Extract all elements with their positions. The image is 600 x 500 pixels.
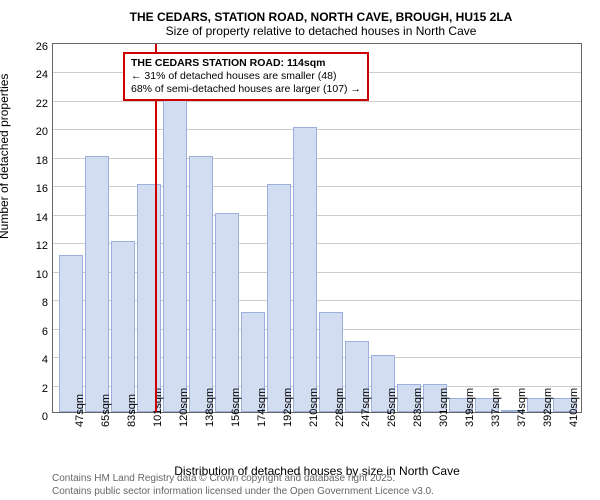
y-tick: 14 xyxy=(24,212,48,224)
x-tick: 392sqm xyxy=(542,388,554,427)
x-tick: 156sqm xyxy=(230,388,242,427)
y-tick: 16 xyxy=(24,183,48,195)
footer-line2: Contains public sector information licen… xyxy=(52,485,434,498)
x-tick: 319sqm xyxy=(464,388,476,427)
histogram-bar xyxy=(293,127,317,412)
grid-line xyxy=(53,129,581,130)
y-tick: 12 xyxy=(24,240,48,252)
chart-subtitle: Size of property relative to detached ho… xyxy=(52,24,590,38)
y-tick: 26 xyxy=(24,41,48,53)
y-tick: 8 xyxy=(24,297,48,309)
y-axis-label: Number of detached properties xyxy=(0,74,11,239)
x-tick: 337sqm xyxy=(490,388,502,427)
x-tick: 410sqm xyxy=(568,388,580,427)
chart-title: THE CEDARS, STATION ROAD, NORTH CAVE, BR… xyxy=(52,10,590,24)
x-tick: 247sqm xyxy=(360,388,372,427)
grid-line xyxy=(53,215,581,216)
grid-line xyxy=(53,186,581,187)
annotation-title: THE CEDARS STATION ROAD: 114sqm xyxy=(131,57,361,70)
y-tick: 18 xyxy=(24,155,48,167)
footer: Contains HM Land Registry data © Crown c… xyxy=(52,472,434,498)
x-tick: 192sqm xyxy=(282,388,294,427)
annotation-larger: 68% of semi-detached houses are larger (… xyxy=(131,83,361,96)
x-tick: 83sqm xyxy=(126,394,138,427)
y-tick: 20 xyxy=(24,126,48,138)
y-tick: 24 xyxy=(24,69,48,81)
y-tick: 6 xyxy=(24,326,48,338)
y-tick: 0 xyxy=(24,411,48,423)
histogram-bar xyxy=(111,241,135,412)
y-tick: 2 xyxy=(24,383,48,395)
x-tick: 101sqm xyxy=(152,388,164,427)
x-tick: 301sqm xyxy=(438,388,450,427)
grid-line xyxy=(53,158,581,159)
x-tick: 265sqm xyxy=(386,388,398,427)
plot-area: THE CEDARS STATION ROAD: 114sqm ← 31% of… xyxy=(52,43,582,413)
footer-line1: Contains HM Land Registry data © Crown c… xyxy=(52,472,434,485)
annotation-smaller: ← 31% of detached houses are smaller (48… xyxy=(131,70,361,83)
histogram-bar xyxy=(59,255,83,412)
x-tick: 228sqm xyxy=(334,388,346,427)
y-tick: 22 xyxy=(24,98,48,110)
histogram-bar xyxy=(267,184,291,412)
x-tick: 47sqm xyxy=(74,394,86,427)
x-tick: 374sqm xyxy=(516,388,528,427)
histogram-bar xyxy=(85,156,109,412)
annotation-box: THE CEDARS STATION ROAD: 114sqm ← 31% of… xyxy=(123,52,369,101)
histogram-bar xyxy=(163,99,187,412)
x-tick: 283sqm xyxy=(412,388,424,427)
x-tick: 65sqm xyxy=(100,394,112,427)
title-block: THE CEDARS, STATION ROAD, NORTH CAVE, BR… xyxy=(52,10,590,38)
histogram-bar xyxy=(137,184,161,412)
x-tick: 210sqm xyxy=(308,388,320,427)
histogram-bar xyxy=(215,213,239,412)
y-tick: 10 xyxy=(24,269,48,281)
x-tick: 120sqm xyxy=(178,388,190,427)
y-axis: 02468101214161820222426 xyxy=(24,47,52,417)
chart-container: THE CEDARS, STATION ROAD, NORTH CAVE, BR… xyxy=(0,0,600,500)
x-tick: 138sqm xyxy=(204,388,216,427)
y-tick: 4 xyxy=(24,354,48,366)
histogram-bar xyxy=(189,156,213,412)
x-tick: 174sqm xyxy=(256,388,268,427)
